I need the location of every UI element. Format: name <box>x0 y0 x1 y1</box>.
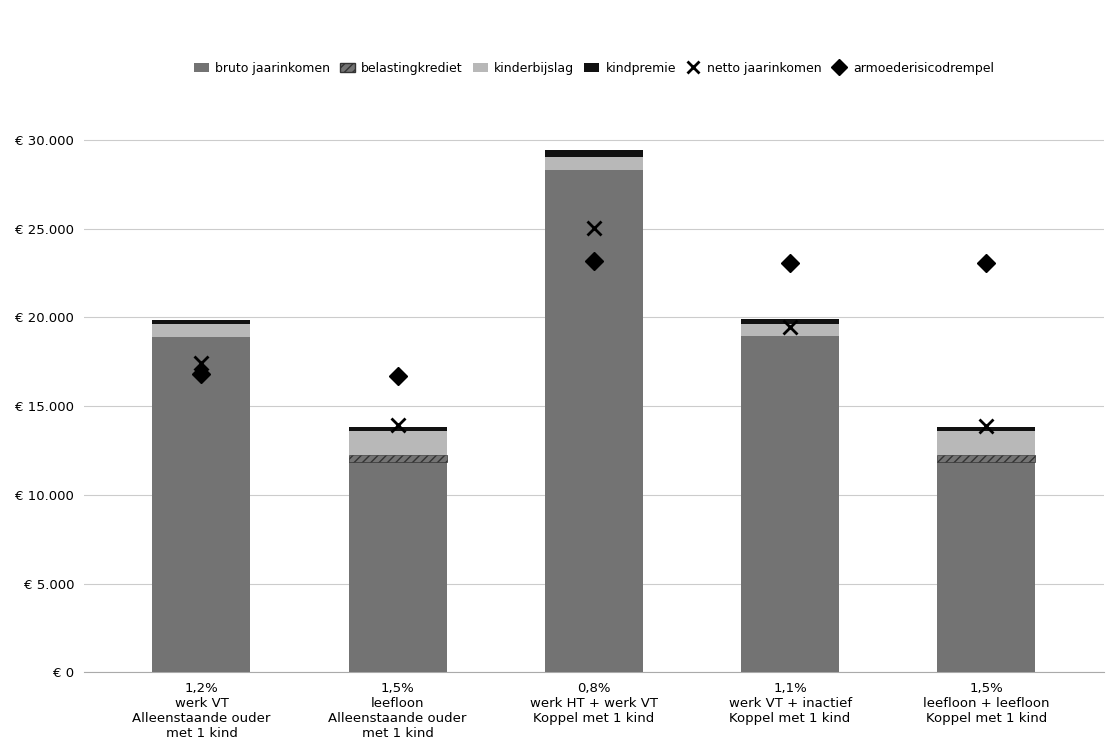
Legend: bruto jaarinkomen, belastingkrediet, kinderbijslag, kindpremie, netto jaarinkome: bruto jaarinkomen, belastingkrediet, kin… <box>189 57 999 80</box>
Bar <box>741 324 839 336</box>
Bar <box>741 319 839 324</box>
Bar <box>938 455 1035 462</box>
Bar <box>938 427 1035 431</box>
Bar <box>349 431 446 455</box>
Bar <box>545 157 643 170</box>
Bar <box>938 431 1035 455</box>
Bar <box>349 462 446 672</box>
Bar <box>545 149 643 157</box>
Bar <box>152 337 251 672</box>
Bar <box>349 427 446 431</box>
Bar <box>349 455 446 462</box>
Bar <box>152 320 251 325</box>
Bar <box>938 462 1035 672</box>
Bar <box>152 325 251 337</box>
Bar <box>741 336 839 672</box>
Bar <box>545 170 643 672</box>
